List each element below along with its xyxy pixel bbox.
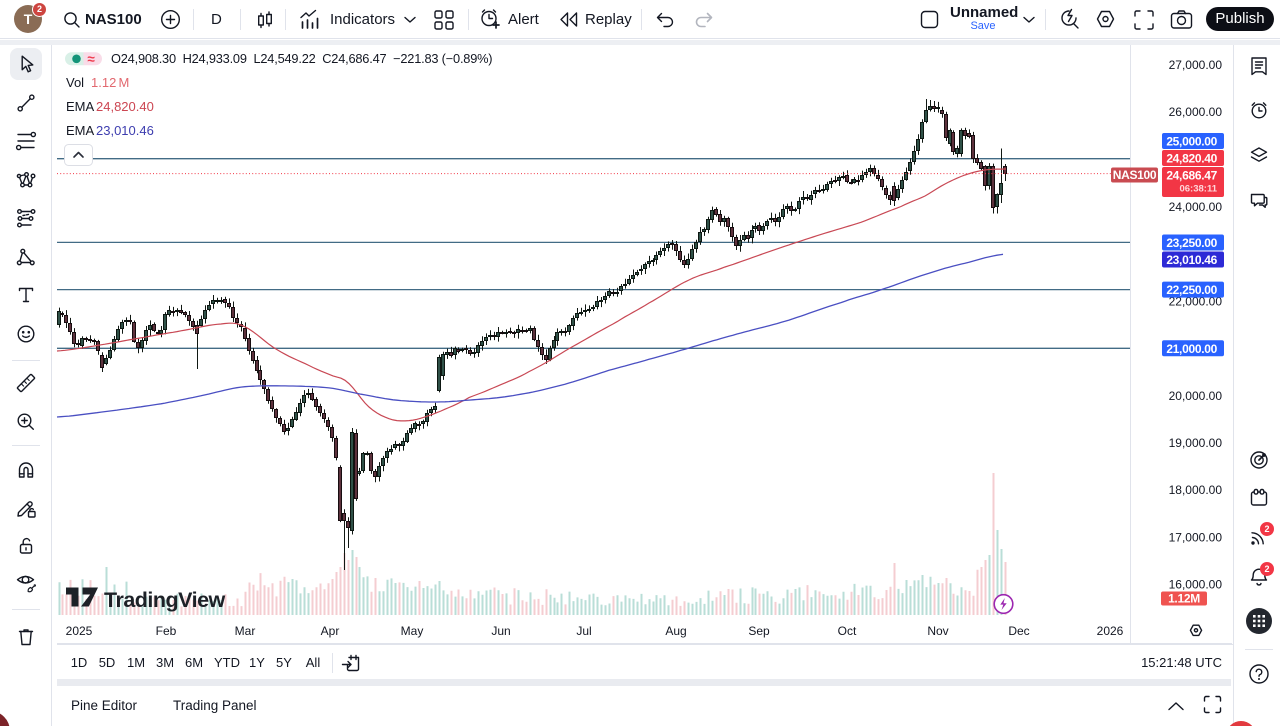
svg-text:Vol: Vol (66, 75, 84, 90)
svg-text:06:38:11: 06:38:11 (1179, 184, 1217, 195)
svg-text:Dec: Dec (1008, 624, 1029, 638)
svg-text:23,250.00: 23,250.00 (1166, 236, 1217, 250)
svg-text:May: May (401, 624, 424, 638)
svg-text:16,000.00: 16,000.00 (1169, 578, 1223, 592)
svg-text:O24,908.30 H24,933.09 L24,54: O24,908.30 H24,933.09 L24,549.22 C24,686… (111, 51, 492, 66)
svg-text:26,000.00: 26,000.00 (1169, 105, 1223, 119)
svg-text:Sep: Sep (748, 624, 770, 638)
svg-text:Jun: Jun (491, 624, 510, 638)
svg-text:24,686.47: 24,686.47 (1166, 169, 1217, 183)
svg-text:20,000.00: 20,000.00 (1169, 389, 1223, 403)
svg-text:Mar: Mar (235, 624, 256, 638)
svg-text:19,000.00: 19,000.00 (1169, 436, 1223, 450)
svg-text:1.12M: 1.12M (1168, 592, 1200, 606)
svg-text:23,010.46: 23,010.46 (96, 123, 154, 138)
svg-text:TradingView: TradingView (104, 588, 226, 612)
svg-text:Oct: Oct (838, 624, 857, 638)
svg-text:Feb: Feb (156, 624, 177, 638)
svg-text:2025: 2025 (66, 624, 93, 638)
svg-text:22,250.00: 22,250.00 (1166, 283, 1217, 297)
svg-text:25,000.00: 25,000.00 (1166, 135, 1217, 149)
svg-text:22,000.00: 22,000.00 (1169, 295, 1223, 309)
svg-text:24,000.00: 24,000.00 (1169, 200, 1223, 214)
svg-text:EMA: EMA (66, 99, 95, 114)
svg-text:EMA: EMA (66, 123, 95, 138)
svg-text:2026: 2026 (1097, 624, 1124, 638)
svg-text:≈: ≈ (88, 52, 96, 67)
svg-text:Aug: Aug (665, 624, 686, 638)
svg-text:Nov: Nov (927, 624, 948, 638)
svg-text:18,000.00: 18,000.00 (1169, 483, 1223, 497)
svg-text:23,010.46: 23,010.46 (1166, 253, 1217, 267)
svg-text:Jul: Jul (576, 624, 591, 638)
svg-text:27,000.00: 27,000.00 (1169, 58, 1223, 72)
svg-text:24,820.40: 24,820.40 (96, 99, 154, 114)
svg-text:1.12 M: 1.12 M (91, 75, 129, 90)
svg-text:NAS100: NAS100 (1113, 168, 1157, 182)
svg-text:Apr: Apr (321, 624, 340, 638)
svg-text:24,820.40: 24,820.40 (1166, 152, 1217, 166)
svg-text:21,000.00: 21,000.00 (1166, 342, 1217, 356)
svg-text:17,000.00: 17,000.00 (1169, 531, 1223, 545)
